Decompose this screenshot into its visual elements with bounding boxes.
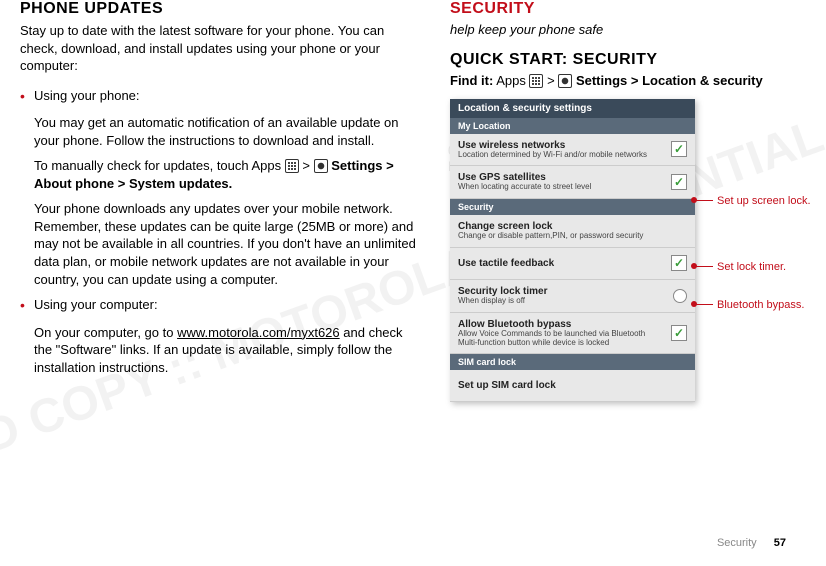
find-label: Find it: [450, 73, 493, 88]
txt: On your computer, go to [34, 325, 177, 340]
callout-text: Set up screen lock. [717, 195, 811, 207]
item-desc: Change or disable pattern,PIN, or passwo… [458, 232, 681, 241]
txt: Settings [331, 158, 382, 173]
txt: Apps [496, 73, 529, 88]
p-computer: On your computer, go to www.motorola.com… [34, 324, 420, 377]
p-manual-check: To manually check for updates, touch App… [34, 157, 420, 192]
bullet-computer: Using your computer: [20, 296, 420, 314]
security-subtitle: help keep your phone safe [450, 22, 810, 37]
item-sim-lock[interactable]: Set up SIM card lock [450, 370, 695, 402]
quickstart-title: QUICK START: SECURITY [450, 51, 810, 69]
callouts: Set up screen lock. Set lock timer. Blue… [695, 99, 826, 403]
apps-icon [285, 159, 299, 173]
panel-sub-security: Security [450, 199, 695, 215]
item-wireless-networks[interactable]: Use wireless networks Location determine… [450, 134, 695, 167]
callout-line [695, 304, 713, 305]
item-title: Use wireless networks [458, 140, 665, 151]
callout-text: Bluetooth bypass. [717, 299, 804, 311]
panel-sub-sim: SIM card lock [450, 354, 695, 370]
checkbox-icon[interactable]: ✓ [671, 325, 687, 341]
item-desc: When display is off [458, 297, 667, 306]
panel-sub-location: My Location [450, 118, 695, 134]
txt: Settings [576, 73, 627, 88]
apps-icon [529, 74, 543, 88]
phone-updates-title: PHONE UPDATES [20, 0, 420, 18]
intro-text: Stay up to date with the latest software… [20, 22, 420, 75]
bullet-computer-label: Using your computer: [34, 297, 158, 312]
checkbox-icon[interactable]: ✓ [671, 141, 687, 157]
item-desc: Allow Voice Commands to be launched via … [458, 330, 665, 348]
item-desc: When locating accurate to street level [458, 183, 665, 192]
settings-icon [558, 74, 572, 88]
panel-header: Location & security settings [450, 99, 695, 118]
txt: > Location & security [631, 73, 763, 88]
item-lock-timer[interactable]: Security lock timer When display is off [450, 280, 695, 313]
settings-panel: Location & security settings My Location… [450, 99, 695, 403]
url-link[interactable]: www.motorola.com/myxt626 [177, 325, 340, 340]
txt: To manually check for updates, touch App… [34, 158, 285, 173]
callout-text: Set lock timer. [717, 261, 786, 273]
item-gps[interactable]: Use GPS satellites When locating accurat… [450, 166, 695, 199]
radio-icon[interactable] [673, 289, 687, 303]
checkbox-icon[interactable]: ✓ [671, 255, 687, 271]
page-footer: Security 57 [717, 537, 786, 549]
item-title: Set up SIM card lock [458, 380, 681, 391]
item-title: Use tactile feedback [458, 258, 665, 269]
item-bluetooth-bypass[interactable]: Allow Bluetooth bypass Allow Voice Comma… [450, 313, 695, 355]
item-tactile-feedback[interactable]: Use tactile feedback ✓ [450, 248, 695, 280]
p-download-note: Your phone downloads any updates over yo… [34, 200, 420, 288]
settings-icon [314, 159, 328, 173]
callout-line [695, 200, 713, 201]
callout-screen-lock: Set up screen lock. [695, 195, 811, 207]
item-change-screen-lock[interactable]: Change screen lock Change or disable pat… [450, 215, 695, 248]
footer-page-number: 57 [774, 537, 786, 549]
security-title: SECURITY [450, 0, 810, 18]
bullet-phone-label: Using your phone: [34, 88, 140, 103]
find-it-breadcrumb: Find it: Apps > Settings > Location & se… [450, 73, 810, 89]
bullet-phone: Using your phone: [20, 87, 420, 105]
txt: > [302, 158, 313, 173]
callout-bluetooth: Bluetooth bypass. [695, 299, 804, 311]
callout-line [695, 266, 713, 267]
callout-lock-timer: Set lock timer. [695, 261, 786, 273]
item-desc: Location determined by Wi-Fi and/or mobi… [458, 151, 665, 160]
checkbox-icon[interactable]: ✓ [671, 174, 687, 190]
footer-section: Security [717, 537, 757, 549]
p-auto-notify: You may get an automatic notification of… [34, 114, 420, 149]
txt: > [547, 73, 558, 88]
